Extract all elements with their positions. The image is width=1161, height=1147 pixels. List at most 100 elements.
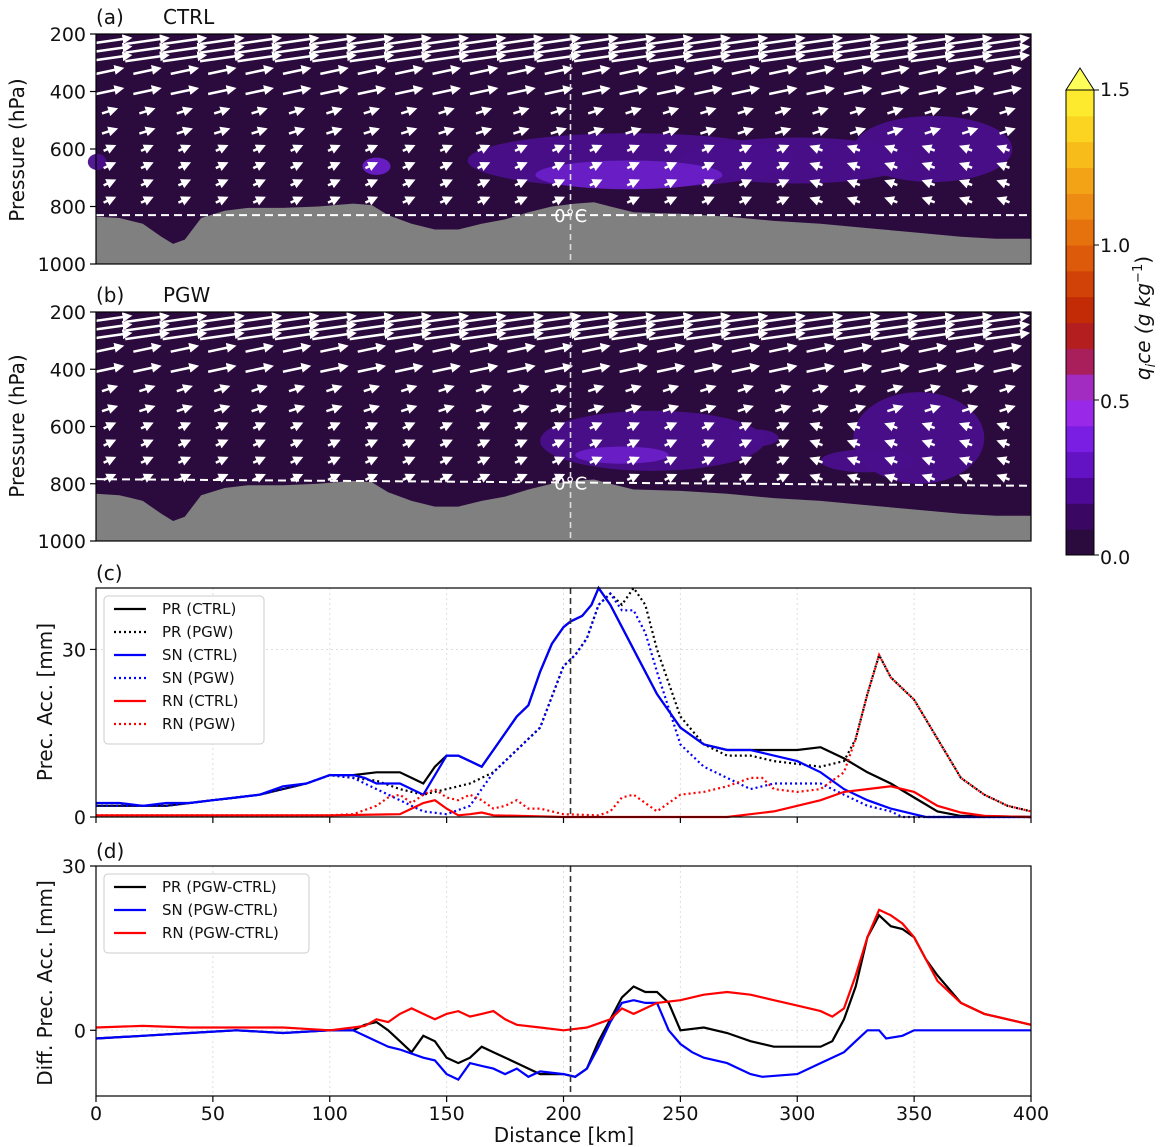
- wind-arrow: [215, 161, 229, 171]
- wind-arrow: [402, 439, 416, 449]
- wind-arrow: [438, 404, 455, 414]
- terrain-a: [96, 202, 1031, 264]
- wind-arrow: [282, 85, 312, 96]
- wind-arrow: [101, 404, 119, 414]
- wind-arrow: [611, 329, 657, 341]
- colorbar-level: [1066, 90, 1094, 117]
- wind-arrow: [176, 404, 193, 414]
- wind-arrow: [327, 439, 341, 449]
- wind-arrow: [133, 85, 162, 96]
- ytick-label-b: 800: [50, 474, 86, 496]
- wind-arrow: [438, 384, 455, 394]
- wind-arrow: [738, 422, 753, 432]
- panel-c-ylabel: Prec. Acc. [mm]: [33, 623, 57, 781]
- ice-contour-b-1: [731, 429, 779, 447]
- wind-arrow: [402, 179, 416, 189]
- wind-arrow: [320, 342, 349, 353]
- wind-arrow: [589, 144, 603, 154]
- wind-arrow: [835, 329, 881, 341]
- series-line-sn-ctrl-: [96, 585, 1031, 819]
- colorbar-level: [1066, 425, 1094, 453]
- wind-arrow: [207, 85, 237, 96]
- legend-box: [103, 873, 310, 954]
- colorbar-blocks: [1065, 67, 1099, 556]
- wind-arrow: [327, 473, 341, 483]
- wind-arrow: [619, 65, 648, 76]
- wind-arrow: [364, 161, 379, 171]
- wind-arrow: [768, 342, 798, 353]
- wind-arrow: [738, 473, 753, 483]
- wind-arrow: [760, 51, 806, 63]
- wind-arrow: [921, 473, 936, 483]
- wind-arrow: [402, 196, 416, 206]
- wind-arrow: [215, 422, 229, 432]
- wind-arrow: [507, 85, 536, 96]
- wind-arrow: [290, 456, 304, 466]
- series-line-sn-pgw-ctrl-: [95, 999, 1031, 1081]
- wind-arrow: [507, 362, 536, 373]
- wind-arrow: [656, 85, 686, 96]
- colorbar-level: [1066, 451, 1094, 478]
- wind-arrow: [101, 126, 119, 137]
- wind-arrow: [958, 439, 973, 449]
- wind-arrow: [921, 196, 936, 206]
- wind-arrow: [738, 196, 753, 206]
- wind-arrow: [177, 179, 192, 189]
- wind-arrow: [551, 144, 566, 154]
- wind-arrow: [103, 456, 117, 466]
- wind-arrow: [325, 384, 343, 394]
- wind-arrow: [215, 456, 229, 466]
- wind-arrow: [432, 65, 461, 76]
- wind-arrow: [619, 85, 648, 96]
- colorbar-tick-05: 0.5: [1100, 391, 1130, 413]
- wind-arrow: [176, 126, 193, 137]
- colorbar-extend-arrow: [1065, 67, 1095, 91]
- legend-label: SN (PGW): [162, 669, 235, 687]
- wind-arrow: [514, 422, 528, 432]
- wind-arrow: [812, 384, 829, 394]
- wind-arrow: [961, 404, 979, 414]
- wind-arrow: [701, 422, 715, 432]
- wind-arrow: [327, 179, 341, 189]
- wind-arrow: [252, 161, 266, 171]
- wind-arrow: [955, 65, 985, 76]
- wind-arrow: [103, 473, 117, 483]
- wind-arrow: [282, 362, 312, 373]
- wind-arrow: [438, 126, 455, 137]
- wind-arrow: [886, 404, 904, 414]
- panel-a-label: (a): [96, 5, 124, 29]
- wind-arrow: [961, 384, 979, 394]
- wind-arrow: [955, 362, 985, 373]
- wind-arrow: [996, 421, 1010, 432]
- wind-arrow: [288, 404, 306, 414]
- wind-arrow: [701, 144, 715, 154]
- panel-d-label: (d): [96, 839, 124, 863]
- legend-label: SN (CTRL): [162, 646, 238, 664]
- wind-arrow: [625, 404, 642, 414]
- xtick-label: 150: [428, 1103, 464, 1125]
- ytick-label: 0: [74, 807, 86, 829]
- wind-arrow: [251, 106, 268, 117]
- wind-arrow: [550, 384, 567, 394]
- wind-arrow: [587, 404, 605, 414]
- wind-arrow: [551, 422, 566, 432]
- wind-arrow: [849, 106, 867, 117]
- wind-arrow: [993, 85, 1022, 96]
- wind-arrow: [737, 384, 754, 394]
- wind-arrow: [993, 65, 1022, 76]
- wind-arrow: [439, 161, 453, 171]
- colorbar-label: qice (g kg−1): [1131, 256, 1159, 380]
- wind-arrow: [386, 329, 432, 341]
- wind-arrow: [626, 196, 640, 206]
- wind-arrow: [87, 329, 133, 341]
- wind-arrow: [327, 161, 341, 171]
- wind-arrow: [846, 161, 861, 172]
- wind-arrow: [884, 473, 898, 483]
- wind-arrow: [776, 196, 790, 206]
- wind-arrow: [177, 456, 192, 466]
- wind-arrow: [87, 51, 133, 63]
- wind-arrow: [439, 473, 453, 483]
- wind-arrow: [551, 161, 566, 171]
- wind-arrow: [921, 161, 936, 172]
